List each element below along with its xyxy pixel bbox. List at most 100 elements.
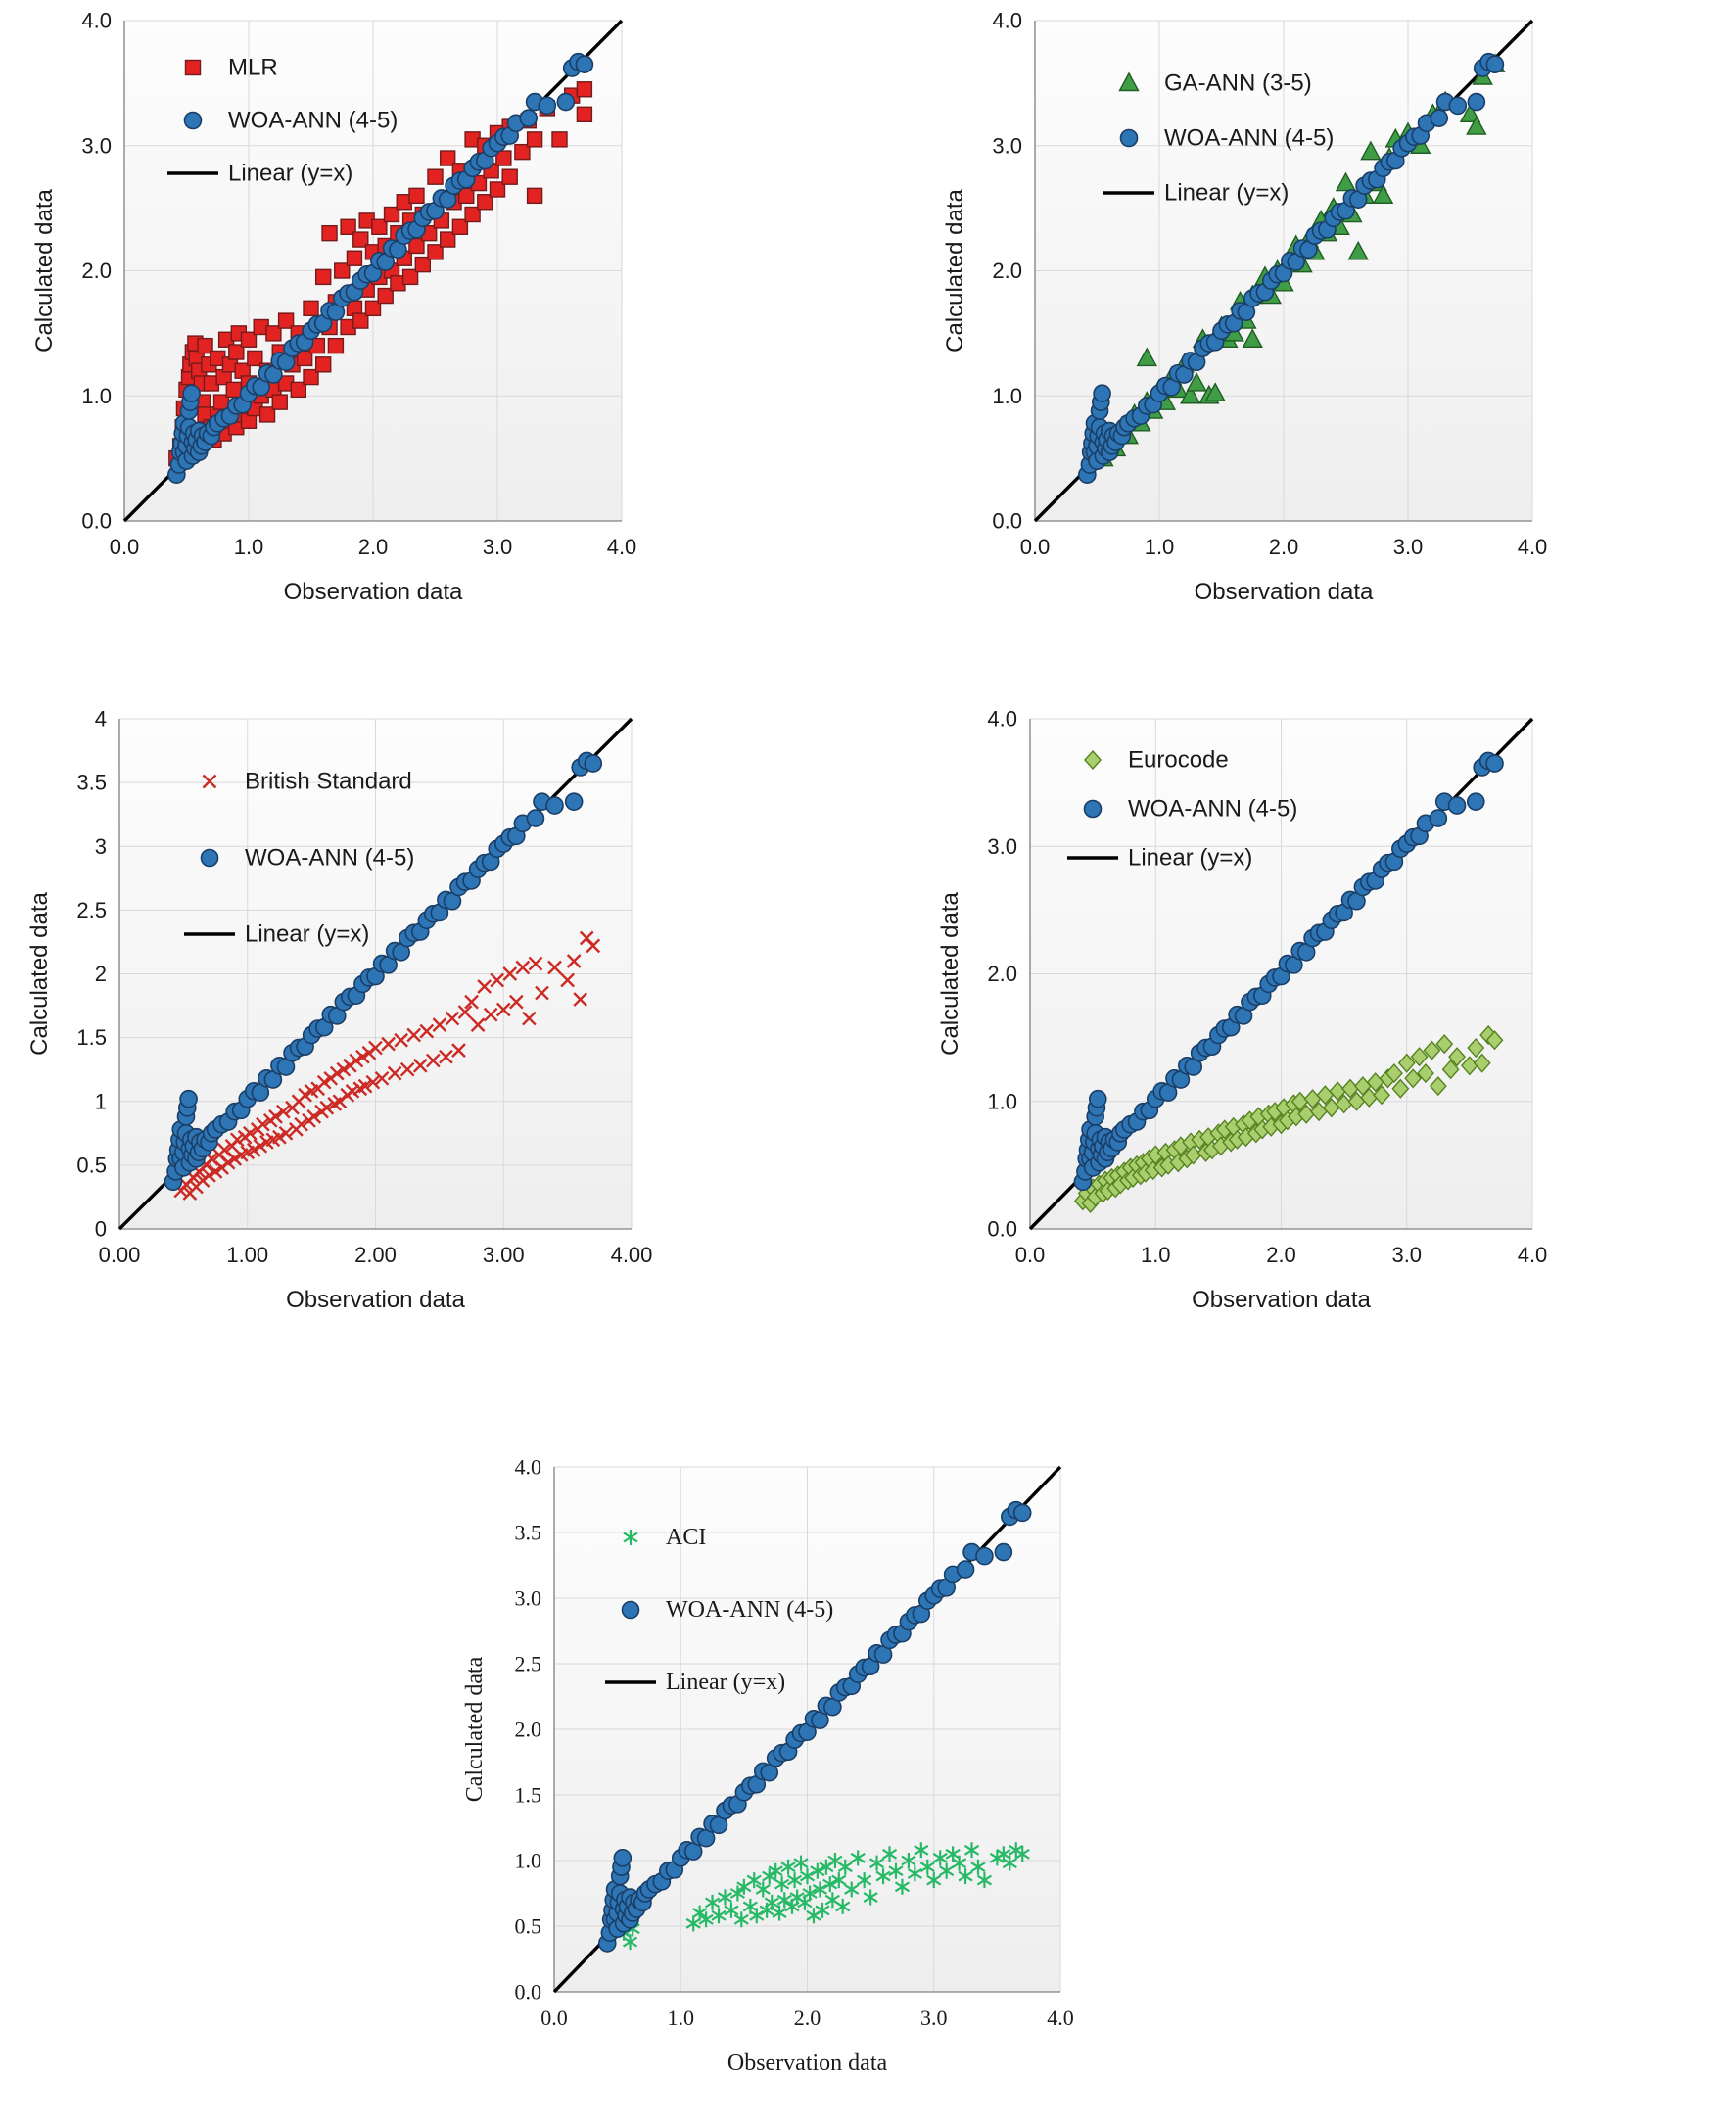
axes — [1029, 719, 1532, 1230]
x-tick-label: 4.0 — [1047, 2005, 1074, 2030]
x-tick-label: 2.00 — [354, 1243, 397, 1267]
x-axis-title: Observation data — [727, 2050, 888, 2076]
x-tick-label: 4.0 — [1518, 535, 1548, 559]
y-tick-label: 0.5 — [76, 1153, 107, 1177]
svg-text:WOA-ANN (4-5): WOA-ANN (4-5) — [1128, 796, 1297, 823]
x-tick-label: 0.0 — [540, 2005, 568, 2030]
y-tick-label: 4.0 — [992, 9, 1022, 33]
axes — [123, 21, 622, 522]
x-tick-label: 2.0 — [1269, 535, 1299, 559]
series-woa-ann — [164, 751, 603, 1192]
y-tick-label: 1 — [95, 1089, 107, 1113]
svg-text:ACI: ACI — [666, 1525, 706, 1550]
chart-mlr-vs-woa-ann: 0.0 1.0 2.0 3.0 4.0 0.0 1.0 2.0 3.0 4.0 Observatio… — [15, 5, 769, 636]
chart-eurocode-vs-woa-ann: 0.0 1.0 2.0 3.0 4.0 0.0 1.0 2.0 3.0 4.0 Observatio… — [920, 703, 1679, 1344]
y-tick-label: 4.0 — [987, 707, 1017, 731]
y-tick-label: 0.0 — [515, 1980, 542, 2004]
y-tick-label: 1.5 — [515, 1783, 542, 1808]
axes — [118, 719, 632, 1230]
x-tick-label: 1.0 — [668, 2005, 695, 2030]
y-tick-label: 3.0 — [515, 1586, 542, 1611]
x-tick-label: 1.0 — [1141, 1243, 1171, 1267]
y-tick-label: 4.0 — [81, 9, 112, 33]
chart-ga-ann-vs-woa-ann: 0.0 1.0 2.0 3.0 4.0 0.0 1.0 2.0 3.0 4.0 Observatio… — [925, 5, 1679, 636]
y-tick-label: 4 — [95, 707, 107, 731]
x-tick-label: 3.0 — [920, 2005, 948, 2030]
y-tick-label: 1.0 — [81, 384, 112, 408]
x-tick-label: 2.0 — [358, 535, 389, 559]
y-tick-label: 0.0 — [987, 1217, 1017, 1242]
svg-text:GA-ANN (3-5): GA-ANN (3-5) — [1164, 71, 1312, 97]
svg-text:Eurocode: Eurocode — [1128, 747, 1229, 774]
legend: ACI WOA-ANN (4-5) Linear (y=x) — [605, 1525, 833, 1695]
y-tick-label: 2.5 — [76, 898, 107, 922]
x-axis-title: Observation data — [1192, 1287, 1371, 1313]
series-aci — [616, 1842, 1030, 1951]
legend: GA-ANN (3-5) WOA-ANN (4-5) Linear (y=x) — [1103, 71, 1334, 207]
x-tick-label: 3.0 — [1391, 1243, 1422, 1267]
x-tick-label: 4.00 — [611, 1243, 653, 1267]
x-axis-title: Observation data — [284, 579, 463, 605]
y-tick-label: 1.0 — [992, 384, 1022, 408]
y-tick-label: 2.0 — [987, 962, 1017, 986]
svg-text:WOA-ANN (4-5): WOA-ANN (4-5) — [228, 108, 398, 134]
y-tick-label: 1.0 — [515, 1849, 542, 1873]
axes — [553, 1467, 1060, 1993]
y-tick-label: 3.5 — [515, 1521, 542, 1545]
y-tick-label: 0.5 — [515, 1914, 542, 1939]
x-tick-label: 2.0 — [794, 2005, 821, 2030]
series-british-standard — [173, 930, 601, 1201]
x-tick-label: 0.0 — [110, 535, 140, 559]
y-tick-label: 2 — [95, 962, 107, 986]
x-tick-label: 0.00 — [99, 1243, 141, 1267]
series-woa-ann — [1073, 751, 1504, 1192]
y-tick-label: 2.0 — [81, 259, 112, 283]
series-woa-ann — [167, 52, 594, 485]
x-tick-label: 3.0 — [1393, 535, 1424, 559]
y-tick-label: 3.5 — [76, 771, 107, 795]
y-tick-label: 1.0 — [987, 1089, 1017, 1113]
series-woa-ann — [597, 1500, 1032, 1953]
chart-british-standard-vs-woa-ann: 0.00 1.00 2.00 3.00 4.00 0 0.5 1 1.5 2 2.5 3 3.5 4 Obs… — [10, 703, 778, 1344]
y-tick-label: 3 — [95, 834, 107, 859]
y-tick-label: 2.5 — [515, 1652, 542, 1676]
svg-text:Linear (y=x): Linear (y=x) — [1164, 180, 1289, 207]
svg-text:Linear (y=x): Linear (y=x) — [1128, 845, 1252, 872]
x-tick-label: 3.0 — [483, 535, 513, 559]
legend: MLR WOA-ANN (4-5) Linear (y=x) — [167, 55, 398, 187]
x-tick-label: 2.0 — [1266, 1243, 1296, 1267]
x-tick-label: 4.0 — [607, 535, 637, 559]
x-tick-label: 4.0 — [1518, 1243, 1548, 1267]
legend: Eurocode WOA-ANN (4-5) Linear (y=x) — [1067, 747, 1297, 872]
y-tick-label: 0 — [95, 1217, 107, 1242]
x-axis-title: Observation data — [286, 1287, 465, 1313]
x-tick-label: 1.0 — [1145, 535, 1175, 559]
y-axis-title: Calculated data — [26, 891, 53, 1055]
legend: British Standard WOA-ANN (4-5) Linear (y=x… — [184, 769, 414, 948]
y-tick-label: 3.0 — [81, 133, 112, 158]
y-tick-label: 2.0 — [515, 1718, 542, 1742]
y-tick-label: 2.0 — [992, 259, 1022, 283]
x-tick-label: 0.0 — [1015, 1243, 1046, 1267]
svg-text:WOA-ANN (4-5): WOA-ANN (4-5) — [666, 1597, 833, 1623]
x-tick-label: 3.00 — [483, 1243, 525, 1267]
svg-text:MLR: MLR — [228, 55, 278, 81]
y-axis-title: Calculated data — [937, 891, 963, 1055]
y-tick-label: 0.0 — [992, 509, 1022, 534]
svg-text:Linear (y=x): Linear (y=x) — [245, 921, 369, 948]
y-tick-label: 1.5 — [76, 1025, 107, 1050]
svg-text:British Standard: British Standard — [245, 769, 412, 795]
series-woa-ann — [1078, 52, 1505, 485]
y-tick-label: 4.0 — [515, 1455, 542, 1480]
x-axis-title: Observation data — [1195, 579, 1374, 605]
svg-text:Linear (y=x): Linear (y=x) — [228, 161, 352, 187]
x-tick-label: 1.00 — [226, 1243, 268, 1267]
svg-text:WOA-ANN (4-5): WOA-ANN (4-5) — [245, 845, 414, 872]
y-axis-title: Calculated data — [31, 188, 58, 352]
y-axis-title: Calculated data — [942, 188, 968, 352]
series-eurocode — [1073, 1024, 1504, 1214]
x-tick-label: 0.0 — [1020, 535, 1051, 559]
axes — [1034, 21, 1532, 522]
y-axis-title: Calculated data — [462, 1656, 488, 1802]
